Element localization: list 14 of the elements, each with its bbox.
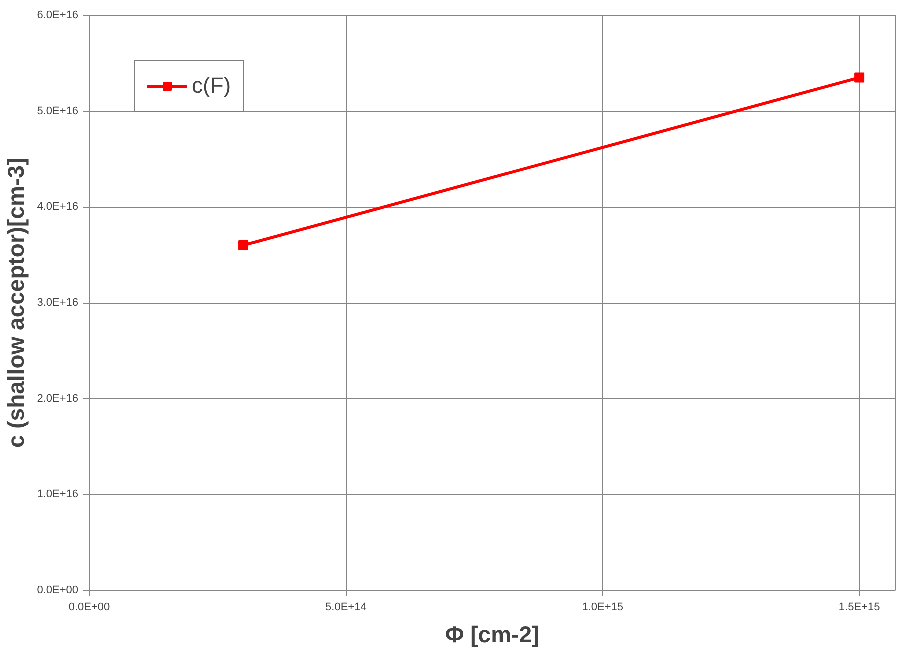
y-tick-label: 2.0E+16: [37, 392, 79, 405]
y-tick-label: 3.0E+16: [37, 297, 79, 309]
y-tick-label: 5.0E+16: [37, 105, 79, 118]
x-tick-label: 1.0E+15: [582, 602, 624, 614]
y-tick-label: 1.0E+16: [37, 488, 79, 501]
x-tick-label: 5.0E+14: [326, 602, 367, 614]
x-axis-title: Φ [cm-2]: [445, 622, 540, 648]
x-tick-label: 0.0E+00: [68, 602, 110, 614]
y-axis-title: c (shallow acceptor)[cm-3]: [3, 158, 30, 448]
y-tick-label: 6.0E+16: [37, 10, 79, 22]
y-tick-label: 4.0E+16: [37, 201, 79, 214]
x-tick-label: 1.5E+15: [838, 602, 880, 614]
y-tick-label: 0.0E+00: [37, 584, 79, 596]
legend-label: c(F): [192, 73, 232, 99]
